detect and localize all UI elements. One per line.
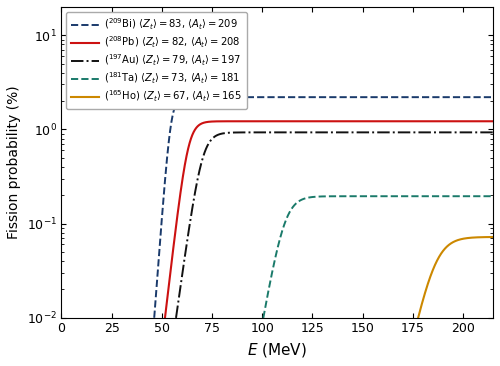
Y-axis label: Fission probability (%): Fission probability (%) <box>7 86 21 239</box>
Legend: ($^{209}$Bi) $\langle Z_t\rangle = 83$, $\langle A_t\rangle = 209$, ($^{208}$Pb): ($^{209}$Bi) $\langle Z_t\rangle = 83$, … <box>66 12 247 109</box>
X-axis label: $E$ (MeV): $E$ (MeV) <box>248 341 307 359</box>
